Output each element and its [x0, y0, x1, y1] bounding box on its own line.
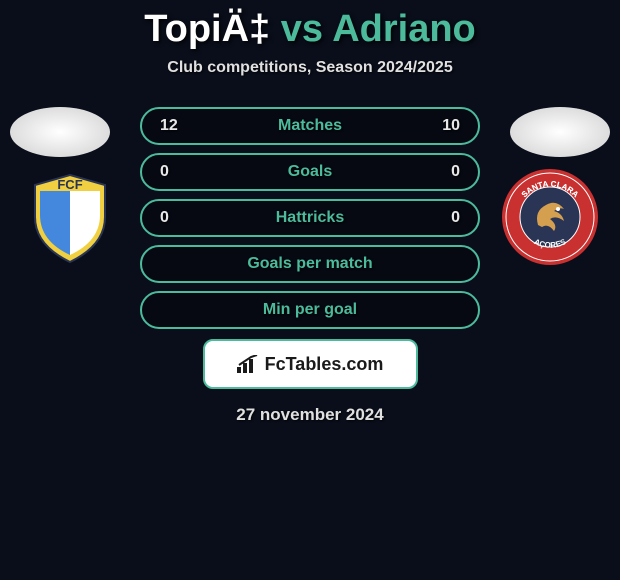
stat-left-value: 0 [160, 163, 190, 181]
player2-club-crest: SANTA CLARA SANTA CLARA AÇORES [500, 167, 600, 267]
stat-right-value: 0 [430, 209, 460, 227]
player1-club-crest: FCF [20, 167, 120, 267]
chart-icon [237, 355, 259, 373]
subtitle: Club competitions, Season 2024/2025 [0, 59, 620, 77]
player1-avatar [10, 107, 110, 157]
branding-badge[interactable]: FcTables.com [203, 339, 418, 389]
comparison-card: TopiÄ‡ vs Adriano Club competitions, Sea… [0, 0, 620, 425]
stat-row-goals: 0 Goals 0 [140, 153, 480, 191]
player1-name: TopiÄ‡ [144, 8, 270, 50]
player2-name: Adriano [332, 8, 476, 50]
stat-label: Min per goal [190, 301, 430, 319]
date-text: 27 november 2024 [0, 405, 620, 425]
branding-text: FcTables.com [237, 354, 384, 375]
page-title: TopiÄ‡ vs Adriano [0, 0, 620, 51]
branding-label: FcTables.com [265, 354, 384, 375]
svg-text:FCF: FCF [57, 177, 82, 192]
stat-row-min-per-goal: Min per goal [140, 291, 480, 329]
stat-right-value: 0 [430, 163, 460, 181]
stat-row-matches: 12 Matches 10 [140, 107, 480, 145]
fcf-crest-icon: FCF [20, 167, 120, 267]
stat-left-value: 12 [160, 117, 190, 135]
stat-right-value: 10 [430, 117, 460, 135]
stat-label: Hattricks [190, 209, 430, 227]
santa-clara-crest-icon: SANTA CLARA SANTA CLARA AÇORES [500, 167, 600, 267]
stats-list: 12 Matches 10 0 Goals 0 0 Hattricks 0 Go… [140, 107, 480, 329]
stat-label: Goals per match [190, 255, 430, 273]
main-area: FCF SANTA CLARA SANTA CLARA AÇORES [0, 107, 620, 425]
stat-label: Goals [190, 163, 430, 181]
stat-left-value: 0 [160, 209, 190, 227]
vs-text: vs [281, 8, 323, 50]
stat-row-hattricks: 0 Hattricks 0 [140, 199, 480, 237]
stat-row-goals-per-match: Goals per match [140, 245, 480, 283]
stat-label: Matches [190, 117, 430, 135]
player2-avatar [510, 107, 610, 157]
